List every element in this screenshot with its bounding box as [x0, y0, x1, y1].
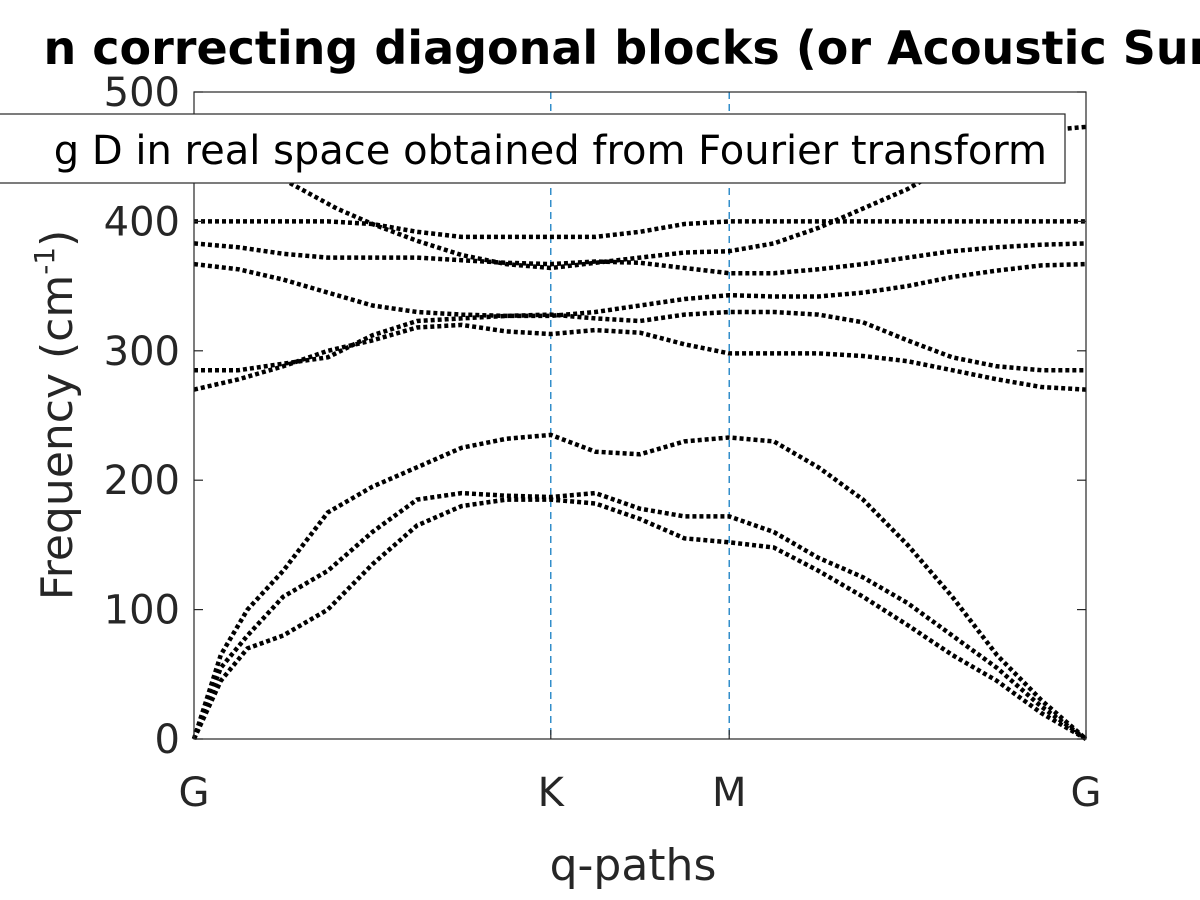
x-tick-label-0: G — [179, 770, 210, 816]
y-tick-labels: 0 100 200 300 400 500 — [104, 70, 180, 763]
series-line-0 — [191, 497, 1088, 741]
y-tick-label-500: 500 — [104, 70, 180, 116]
chart-title: n correcting diagonal blocks (or Acousti… — [43, 21, 1200, 75]
x-tick-label-2: M — [712, 770, 747, 816]
series-line-5 — [193, 261, 1087, 319]
legend-text: g D in real space obtained from Fourier … — [54, 128, 1047, 174]
y-tick-label-100: 100 — [104, 588, 180, 634]
series-line-4 — [194, 309, 1086, 373]
series-line-1 — [191, 490, 1088, 741]
y-tick-label-200: 200 — [104, 458, 180, 504]
series-line-3 — [193, 322, 1087, 392]
x-tick-label-1: K — [538, 770, 566, 816]
x-axis-title: q-paths — [550, 840, 717, 891]
y-axis-title-main: Frequency (cm — [32, 275, 83, 601]
y-tick-label-0: 0 — [155, 717, 180, 763]
plot-area-frame — [193, 91, 1087, 740]
series-line-2 — [191, 432, 1088, 741]
series-line-7 — [194, 219, 1086, 240]
series-layer — [191, 124, 1088, 741]
legend-box — [0, 113, 1066, 184]
axis-ticks — [193, 91, 1087, 740]
y-tick-label-300: 300 — [104, 329, 180, 375]
y-tick-label-400: 400 — [104, 199, 180, 245]
legend: g D in real space obtained from Fourier … — [0, 113, 1066, 184]
x-tick-label-3: G — [1071, 770, 1102, 816]
vlines-layer — [550, 92, 730, 739]
y-axis-title-suffix: ) — [32, 230, 83, 247]
series-line-6 — [193, 241, 1087, 276]
y-axis-title-superscript: -1 — [28, 247, 61, 275]
y-axis-title: Frequency (cm-1) — [28, 230, 83, 601]
